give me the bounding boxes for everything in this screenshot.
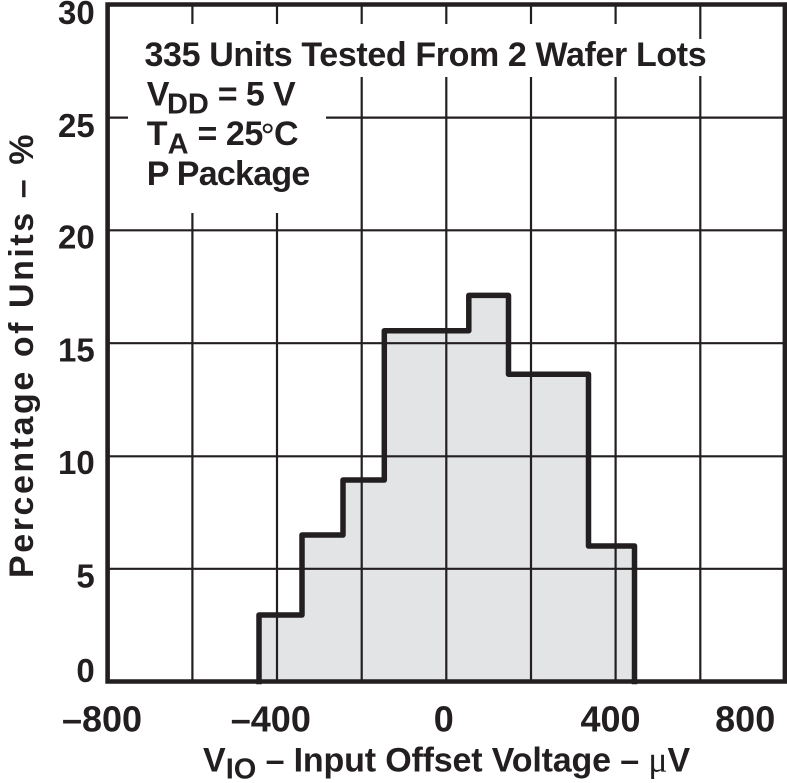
svg-text:800: 800 [715, 698, 775, 739]
svg-text:25: 25 [58, 107, 95, 144]
svg-text:Percentage of Units – %: Percentage of Units – % [3, 132, 41, 578]
svg-text:15: 15 [58, 331, 95, 368]
svg-text:TA = 25: TA = 25 [147, 115, 263, 160]
svg-text:0: 0 [434, 698, 454, 739]
svg-text:VDD = 5 V: VDD = 5 V [147, 75, 296, 120]
svg-text:400: 400 [580, 698, 640, 739]
svg-text:–800: –800 [62, 698, 142, 739]
svg-text:0: 0 [76, 652, 94, 689]
svg-text:VIO – Input Offset Voltage – μ: VIO – Input Offset Voltage – μV [203, 739, 691, 783]
svg-text:C: C [274, 115, 299, 153]
svg-text:10: 10 [58, 444, 95, 481]
svg-text:20: 20 [58, 219, 95, 256]
svg-text:335 Units Tested From 2 Wafer: 335 Units Tested From 2 Wafer Lots [145, 36, 707, 74]
svg-text:5: 5 [76, 558, 94, 595]
svg-text:P Package: P Package [147, 155, 310, 193]
svg-text:30: 30 [58, 0, 95, 31]
svg-text:–400: –400 [231, 698, 311, 739]
